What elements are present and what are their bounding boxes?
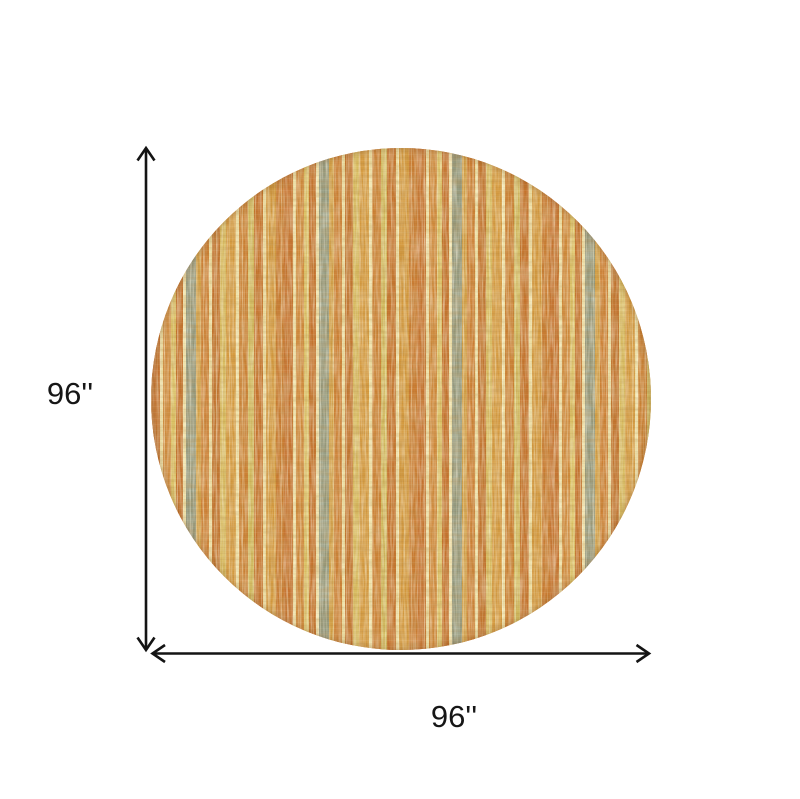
rug-image bbox=[151, 148, 651, 650]
rug-noise-texture bbox=[151, 148, 651, 650]
width-dimension-label: 96'' bbox=[430, 699, 478, 734]
rug-rim-shadow bbox=[151, 148, 651, 650]
height-dimension-label: 96'' bbox=[46, 376, 94, 411]
